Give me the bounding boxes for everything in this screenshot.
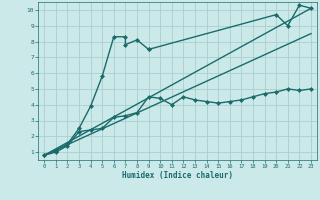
X-axis label: Humidex (Indice chaleur): Humidex (Indice chaleur) [122, 171, 233, 180]
